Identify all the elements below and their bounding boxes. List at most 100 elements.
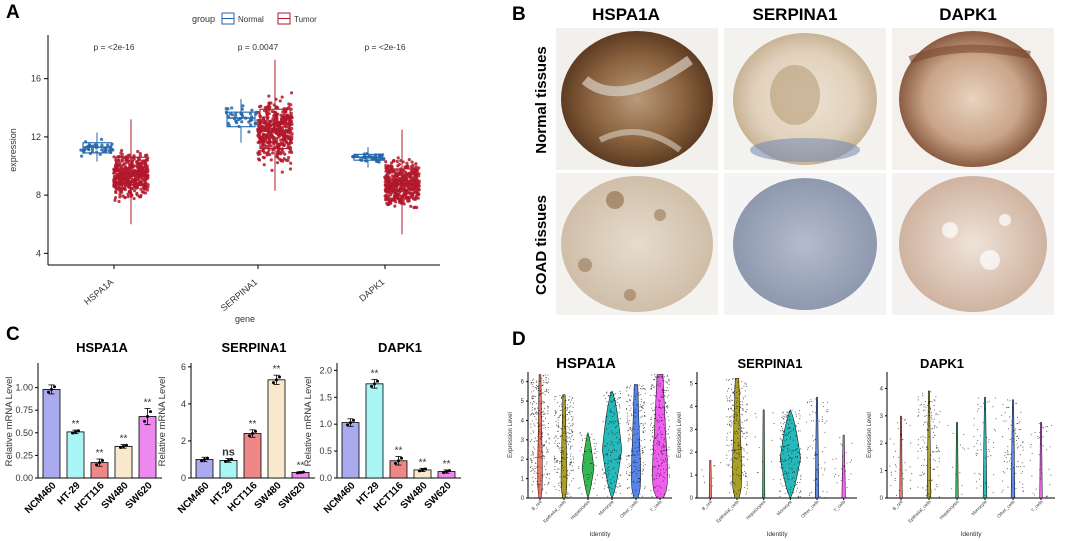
legend-tumor: Tumor — [277, 12, 317, 25]
d-point — [636, 394, 638, 396]
d-point — [799, 490, 801, 492]
d-point — [1022, 483, 1024, 485]
d-point — [788, 479, 790, 481]
d-point — [923, 410, 925, 412]
a-point — [128, 164, 133, 168]
a-point — [405, 188, 409, 192]
d-xtick-label: Other_cells — [996, 499, 1016, 519]
d-point — [650, 424, 652, 426]
d-point — [921, 393, 923, 395]
a-point — [398, 190, 402, 194]
d-point — [620, 393, 622, 395]
a-point — [256, 110, 260, 115]
a-point — [269, 144, 273, 148]
d-point — [651, 454, 653, 456]
d-point — [926, 429, 928, 431]
d-point — [571, 429, 573, 431]
d-point — [894, 477, 896, 479]
d-point — [613, 393, 615, 395]
d-point — [619, 407, 621, 409]
d-xlabel: Identity — [961, 531, 983, 538]
d-point — [566, 436, 568, 438]
d-point — [798, 469, 800, 471]
d-point — [731, 449, 733, 452]
d-ytick-label: 2 — [521, 457, 525, 463]
d-point — [651, 384, 653, 386]
d-point — [627, 419, 629, 421]
d-point — [618, 397, 621, 399]
d-point — [545, 477, 547, 479]
a-point — [261, 149, 265, 153]
d-point — [931, 401, 933, 403]
a-point — [111, 148, 115, 152]
d-point — [657, 380, 659, 382]
d-point — [542, 445, 544, 447]
d-point — [933, 399, 935, 401]
d-point — [785, 416, 787, 419]
d-point — [547, 482, 549, 484]
d-point — [628, 487, 630, 489]
d-point — [799, 430, 801, 432]
d-point — [536, 380, 538, 382]
d-point — [926, 423, 928, 425]
d-point — [563, 457, 565, 459]
d-point — [664, 409, 666, 411]
d-point — [613, 448, 615, 450]
d-point — [800, 457, 802, 459]
d-point — [1002, 489, 1004, 491]
d-point — [932, 451, 934, 453]
d-point — [1003, 471, 1005, 473]
d-point — [666, 449, 668, 451]
a-point — [87, 143, 92, 147]
c-dot — [143, 419, 146, 423]
d-point — [572, 461, 574, 464]
d-point — [629, 455, 631, 457]
d-point — [632, 404, 634, 406]
d-point — [557, 461, 559, 463]
d-point — [661, 406, 664, 408]
c-bar-ht-29 — [66, 431, 85, 479]
d-xtick-label: Epithelial_cells — [715, 499, 740, 524]
d-point — [934, 434, 936, 437]
c-ylabel: Relative mRNA Level — [157, 377, 168, 467]
d-point — [611, 451, 613, 453]
c-bar-ht-29 — [365, 383, 384, 479]
d-point — [539, 394, 541, 397]
a-point — [146, 183, 150, 187]
d-point — [577, 467, 580, 469]
d-point — [1005, 457, 1007, 459]
a-point — [100, 143, 104, 147]
d-point — [782, 467, 784, 469]
d-point — [728, 464, 730, 466]
d-point — [539, 425, 541, 427]
d-point — [928, 436, 930, 438]
d-point — [632, 453, 634, 455]
d-point — [656, 485, 658, 487]
d-point — [978, 397, 980, 399]
a-point — [279, 138, 283, 142]
a-point — [228, 112, 233, 116]
c-dot — [71, 431, 74, 435]
d-point — [771, 439, 773, 441]
d-point — [811, 447, 813, 449]
d-point — [582, 464, 584, 467]
a-point — [417, 166, 421, 170]
d-violin-monocyte — [602, 390, 622, 499]
d-point — [578, 487, 580, 489]
d-point — [533, 457, 535, 459]
d-point — [640, 409, 642, 412]
d-point — [664, 438, 666, 440]
d-point — [547, 450, 549, 452]
d-point — [729, 475, 731, 477]
a-point — [403, 188, 407, 192]
a-point — [90, 149, 95, 154]
d-point — [565, 400, 567, 402]
d-point — [569, 413, 571, 415]
d-point — [726, 423, 728, 425]
d-point — [636, 481, 638, 483]
d-point — [1019, 429, 1022, 431]
a-point — [267, 119, 271, 124]
d-point — [661, 388, 663, 390]
d-point — [534, 448, 536, 450]
d-point — [910, 479, 912, 481]
